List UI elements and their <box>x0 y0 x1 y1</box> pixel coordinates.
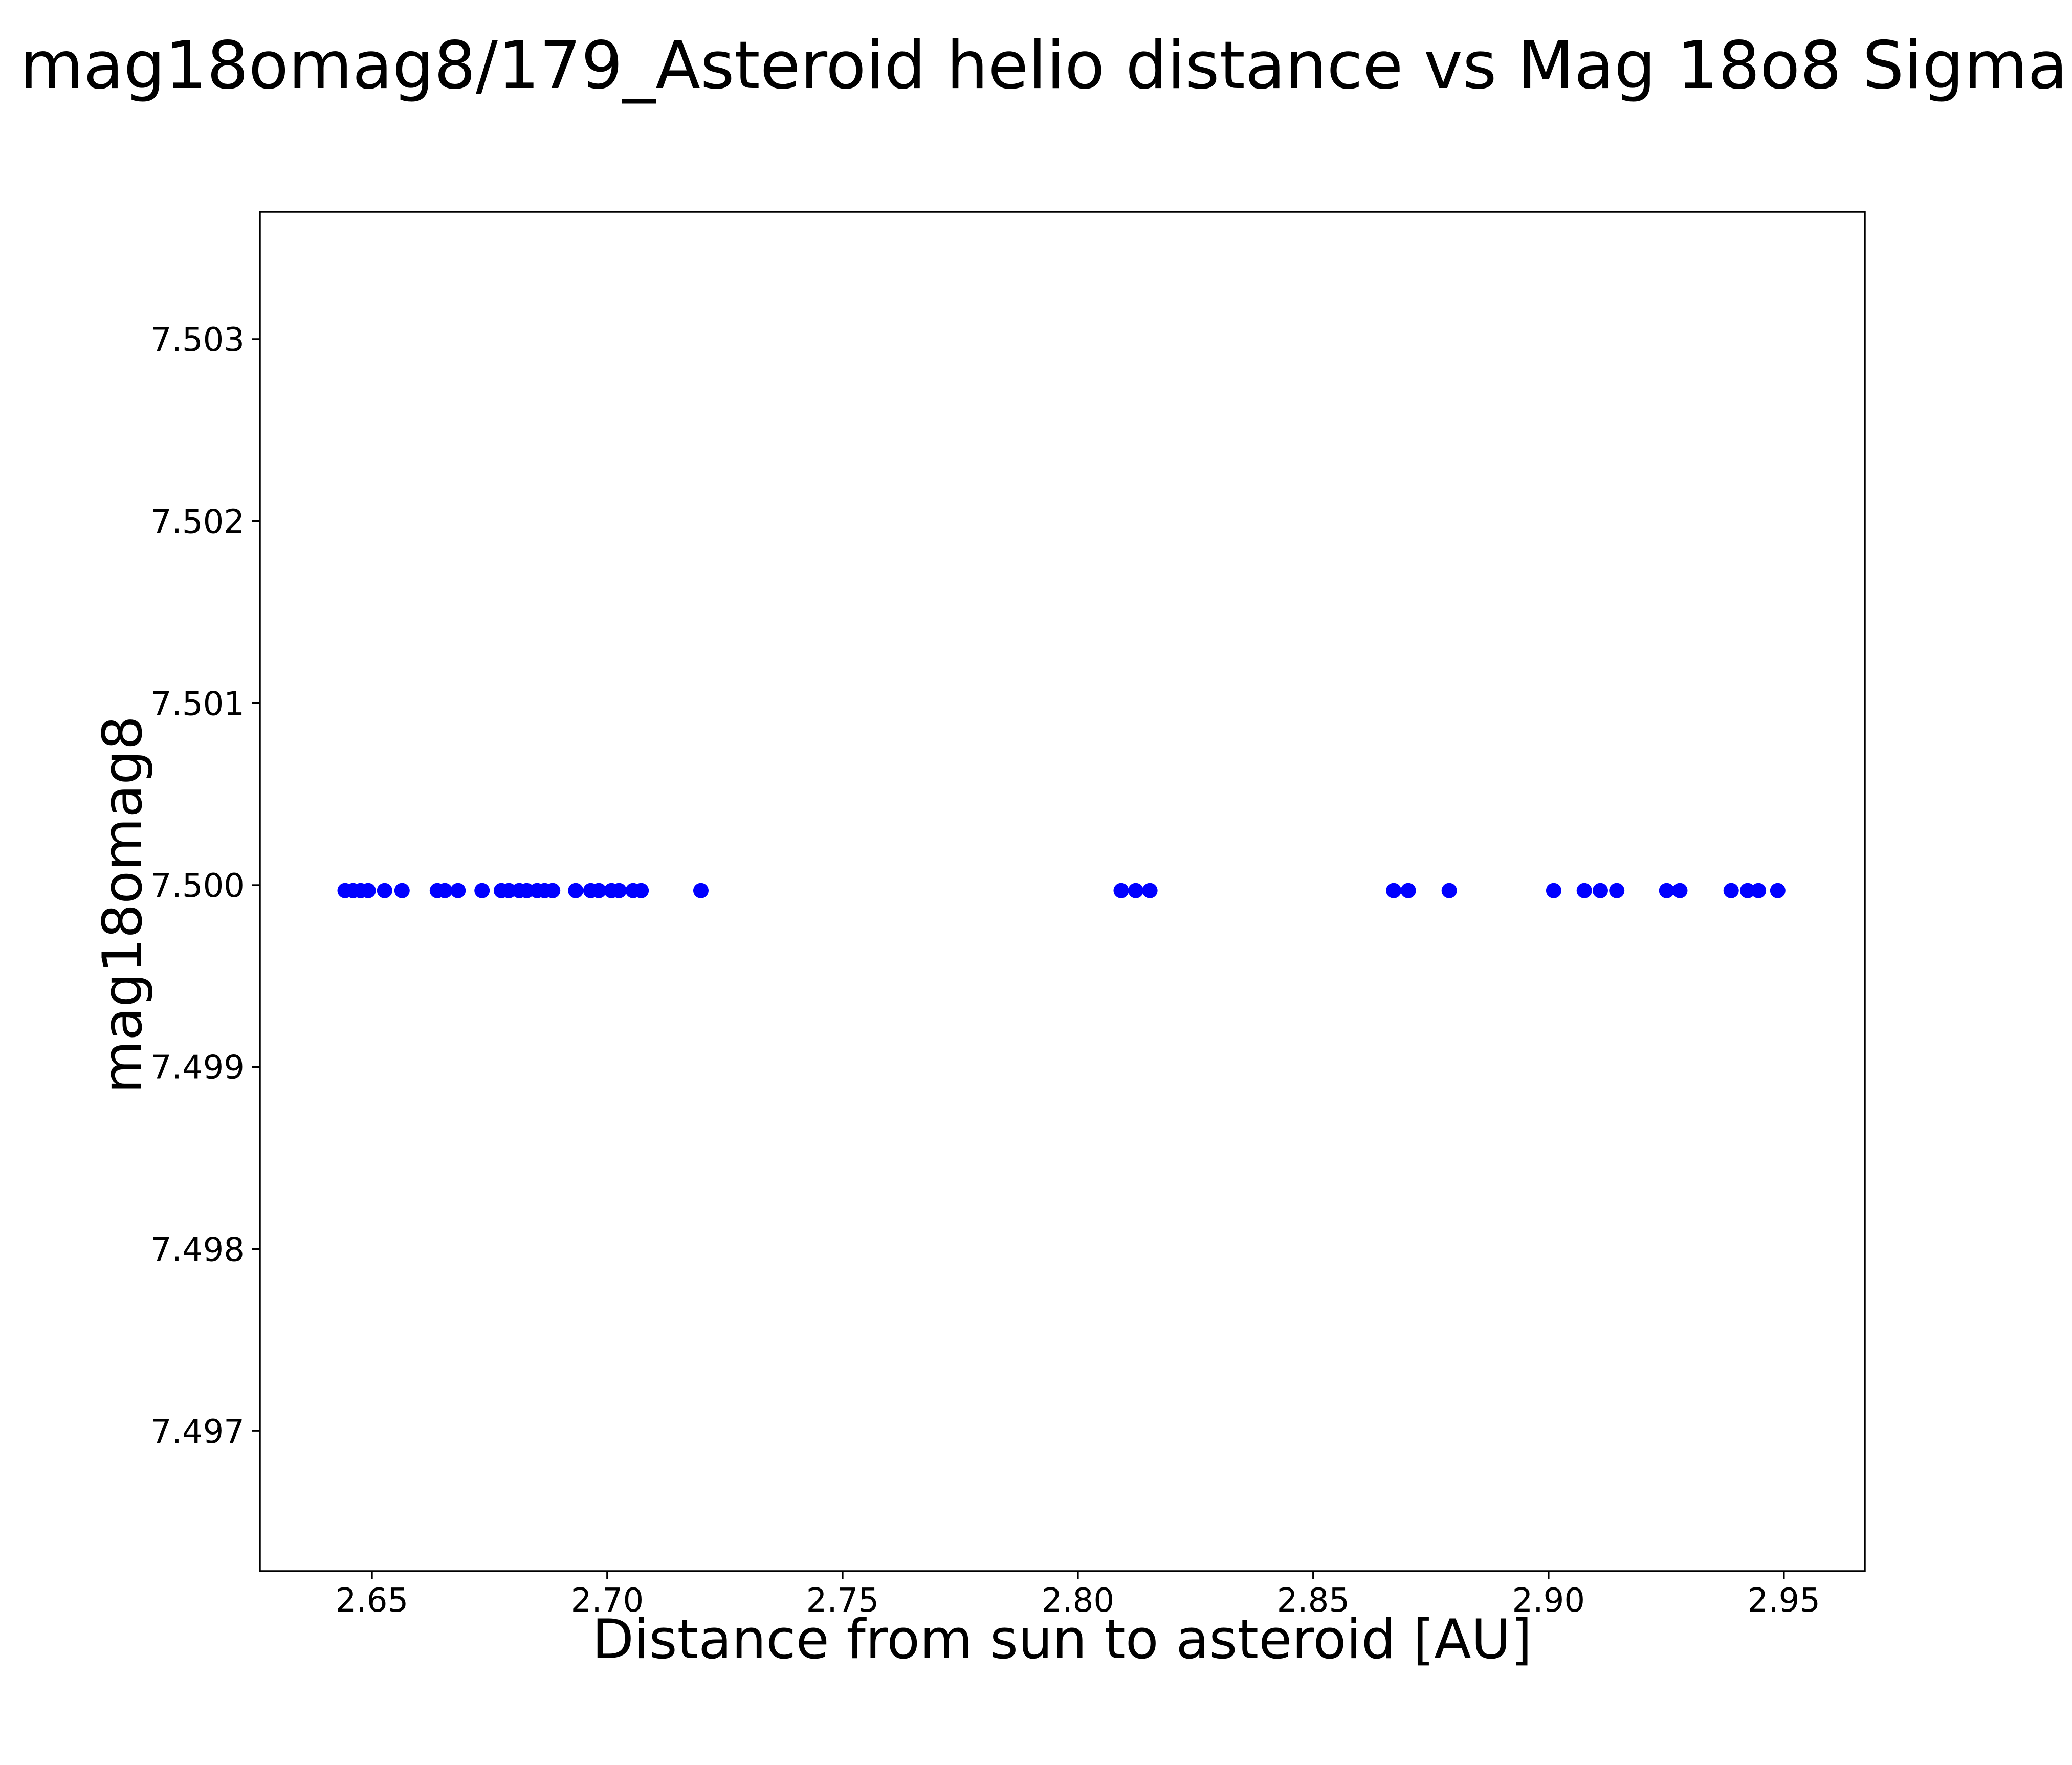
x-tick-label: 2.75 <box>806 1582 879 1620</box>
y-tick-label: 7.498 <box>151 1231 245 1269</box>
data-point <box>1672 882 1688 898</box>
axes-box <box>259 211 1866 1572</box>
data-point <box>1770 882 1786 898</box>
data-point <box>1739 882 1755 898</box>
data-point <box>1128 882 1144 898</box>
data-point <box>437 882 453 898</box>
scatter-points <box>337 882 1786 898</box>
data-point <box>568 882 584 898</box>
data-point <box>633 882 649 898</box>
data-point <box>611 882 627 898</box>
data-point <box>591 882 607 898</box>
data-point <box>360 882 376 898</box>
data-point <box>1546 882 1561 898</box>
data-point <box>693 882 709 898</box>
x-tick-label: 2.95 <box>1748 1582 1821 1620</box>
data-point <box>450 882 466 898</box>
data-point <box>1142 882 1158 898</box>
data-point <box>1592 882 1608 898</box>
y-tick-label: 7.501 <box>151 685 245 723</box>
data-point <box>1723 882 1739 898</box>
data-point <box>394 882 410 898</box>
data-point <box>1609 882 1625 898</box>
x-tick-label: 2.90 <box>1512 1582 1585 1620</box>
x-tick-label: 2.80 <box>1042 1582 1115 1620</box>
chart-title: mag18omag8/179_Asteroid helio distance v… <box>19 28 2068 104</box>
x-tick-label: 2.70 <box>571 1582 644 1620</box>
y-tick-label: 7.502 <box>151 503 245 541</box>
y-axis-ticks: 7.497 7.498 7.499 7.500 7.501 7.502 7.503 <box>151 321 260 1451</box>
data-point <box>545 882 561 898</box>
y-tick-label: 7.497 <box>151 1413 245 1451</box>
data-point <box>1400 882 1416 898</box>
y-tick-label: 7.499 <box>151 1049 245 1087</box>
x-axis-ticks: 2.65 2.70 2.75 2.80 2.85 2.90 2.95 <box>336 1571 1820 1620</box>
data-point <box>1386 882 1402 898</box>
data-point <box>474 882 490 898</box>
data-point <box>1751 882 1767 898</box>
y-tick-label: 7.500 <box>151 867 245 905</box>
data-point <box>377 882 392 898</box>
y-tick-label: 7.503 <box>151 321 245 359</box>
x-tick-label: 2.85 <box>1277 1582 1350 1620</box>
x-axis-label: Distance from sun to asteroid [AU] <box>592 1608 1532 1671</box>
data-point <box>1441 882 1457 898</box>
data-point <box>1659 882 1674 898</box>
x-tick-label: 2.65 <box>336 1582 409 1620</box>
data-point <box>1113 882 1129 898</box>
data-point <box>1576 882 1592 898</box>
